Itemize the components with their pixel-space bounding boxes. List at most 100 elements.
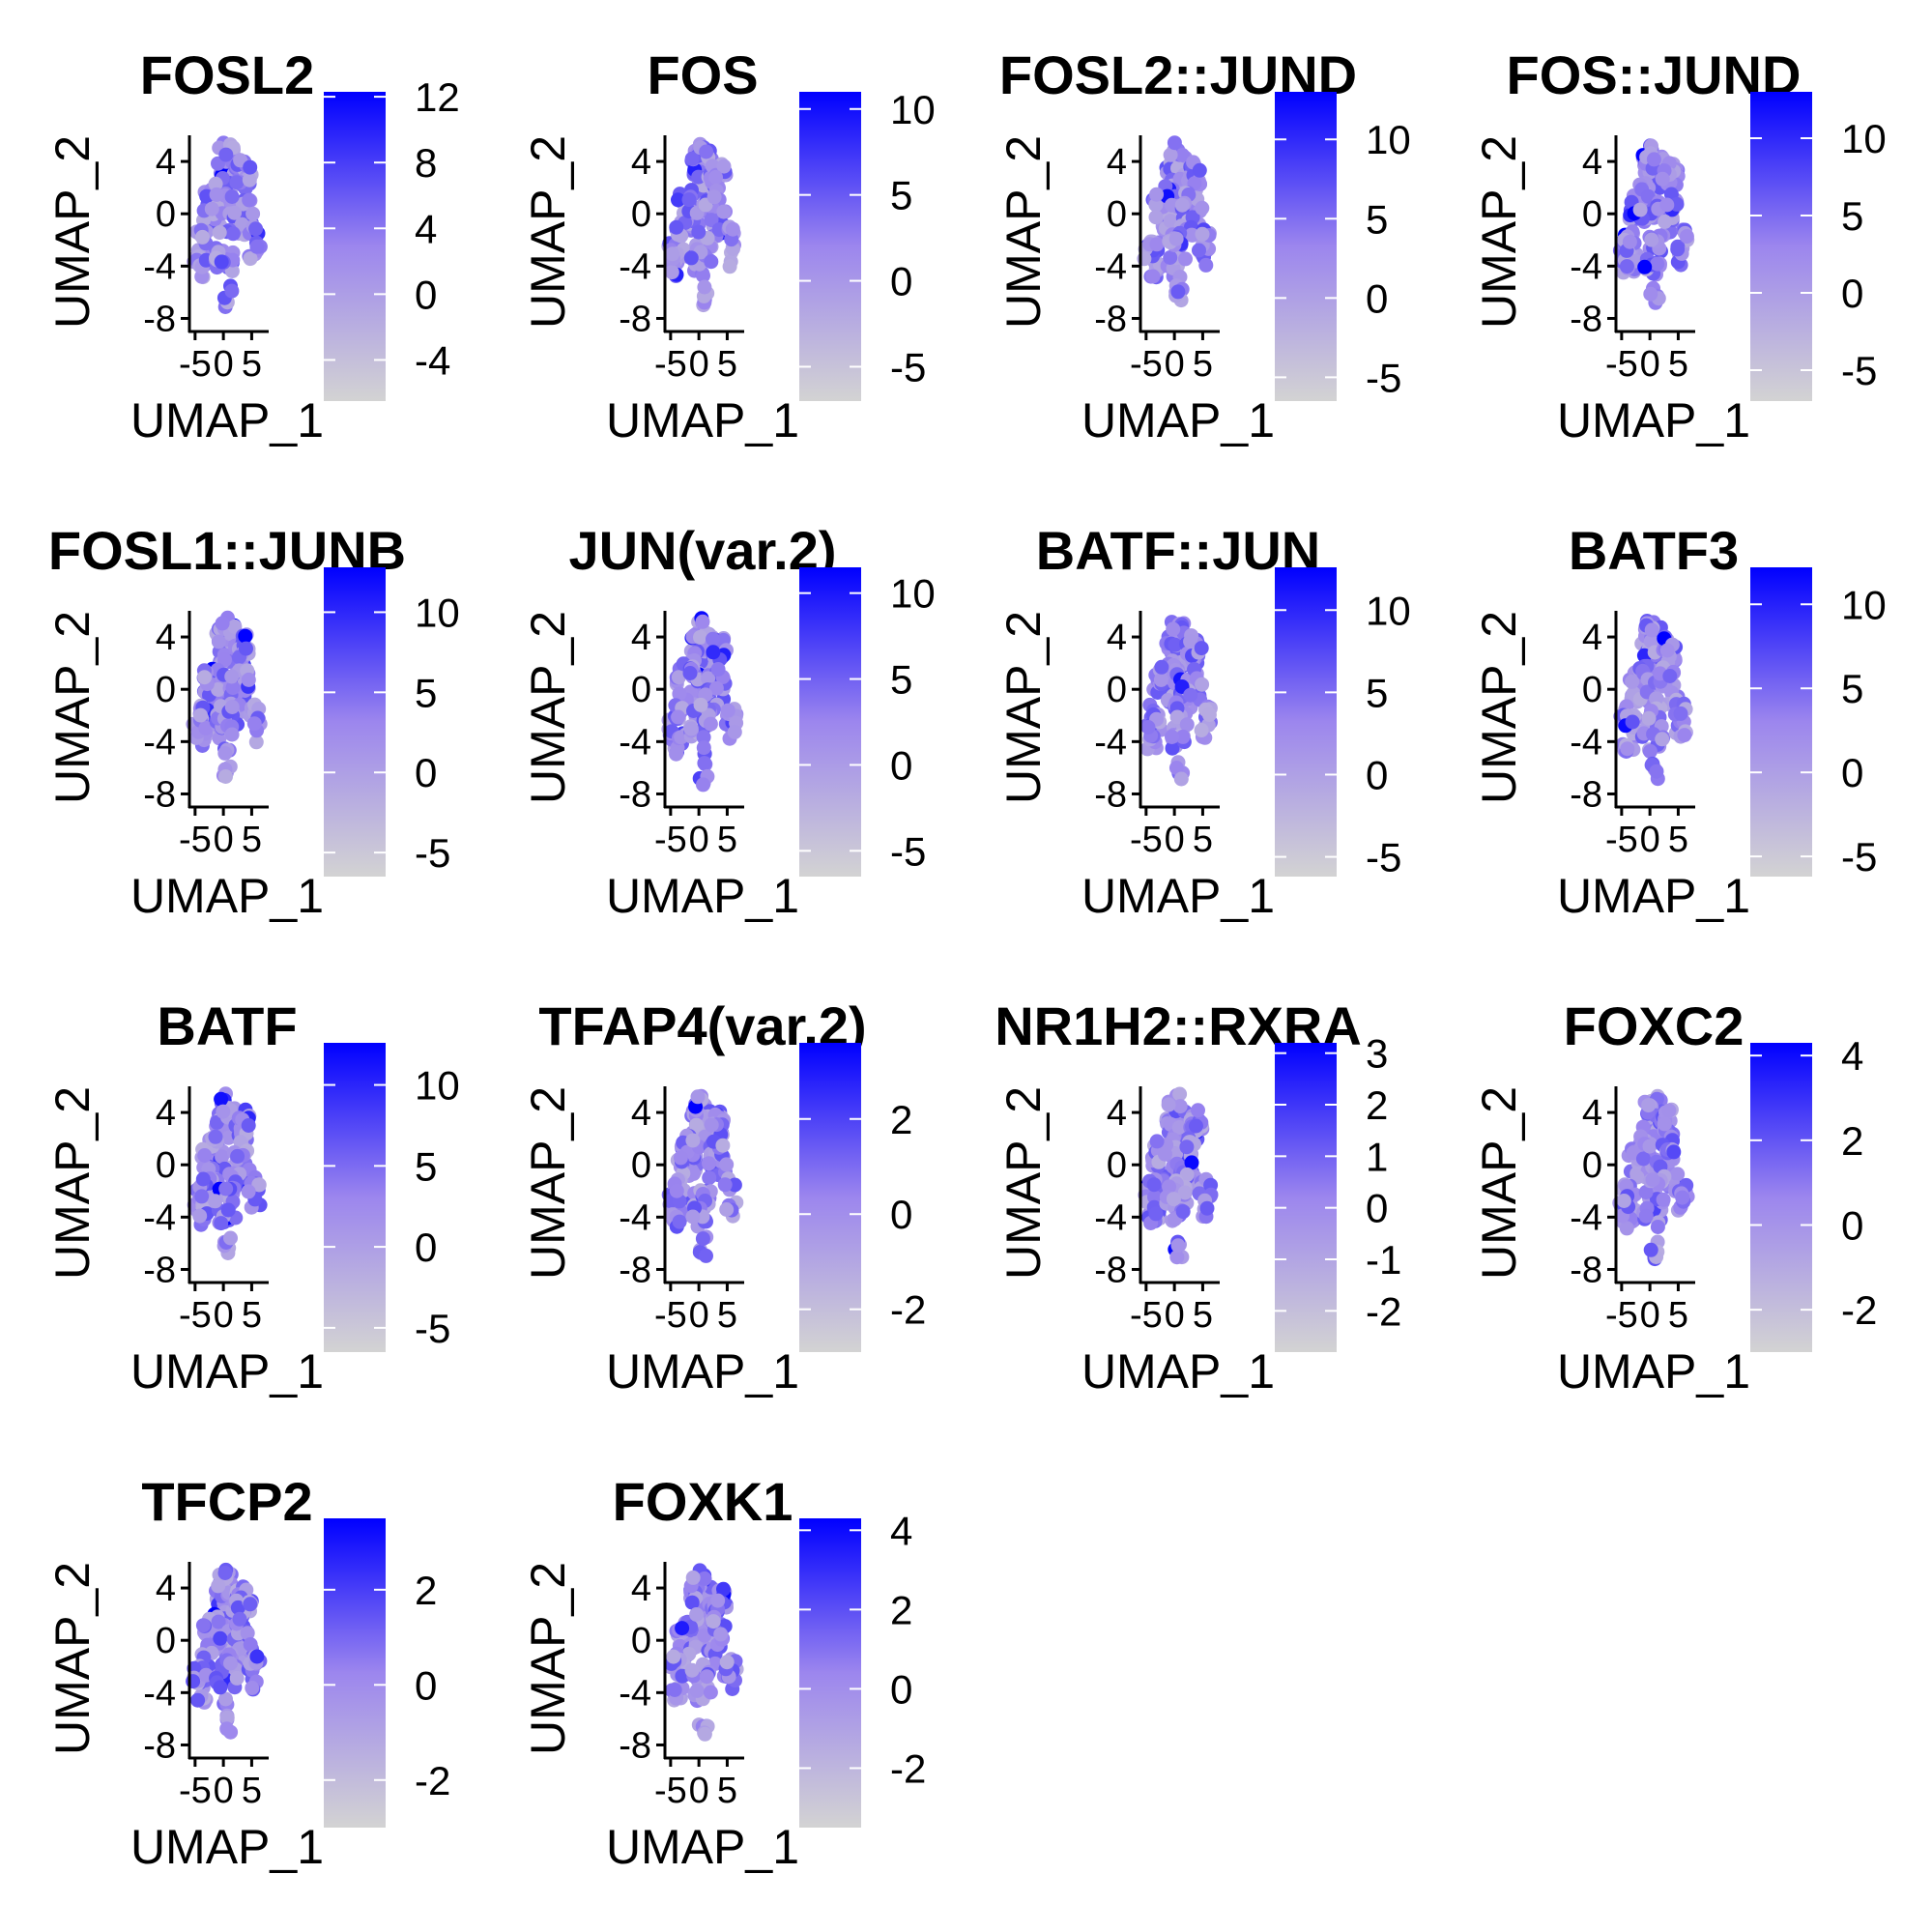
x-tick-label: 5 xyxy=(1193,344,1213,385)
point-cloud xyxy=(187,135,268,314)
panel-title: JUN(var.2) xyxy=(568,520,836,581)
data-point xyxy=(1666,1144,1682,1160)
x-tick-label: 0 xyxy=(1640,1295,1660,1336)
data-point xyxy=(248,221,264,237)
data-point xyxy=(1645,1172,1660,1188)
x-axis-title: UMAP_1 xyxy=(1081,869,1275,923)
legend-tick-label: 10 xyxy=(1366,117,1411,162)
data-point xyxy=(696,740,711,756)
data-point xyxy=(1195,226,1210,242)
x-tick-label: -5 xyxy=(179,344,212,385)
y-tick-label: -8 xyxy=(143,1250,176,1290)
x-tick-label: 0 xyxy=(1640,344,1660,385)
data-point xyxy=(1679,229,1694,245)
point-cloud xyxy=(187,1086,268,1260)
data-point xyxy=(703,1685,718,1700)
data-point xyxy=(190,1692,206,1708)
y-tick-label: -4 xyxy=(1094,1197,1127,1238)
data-point xyxy=(186,1674,201,1689)
color-legend-bar xyxy=(1275,567,1337,877)
data-point xyxy=(1175,729,1191,744)
data-point xyxy=(223,1230,238,1246)
y-tick-label: 0 xyxy=(1582,670,1602,710)
legend-tick-label: 10 xyxy=(1366,588,1411,633)
point-cloud xyxy=(186,1562,268,1740)
data-point xyxy=(697,279,712,295)
data-point xyxy=(1168,231,1184,246)
data-point xyxy=(230,1600,245,1615)
data-point xyxy=(1191,1103,1205,1118)
legend-tick-label: 5 xyxy=(415,1143,437,1189)
color-legend-bar xyxy=(799,1518,861,1828)
data-point xyxy=(1620,741,1635,757)
x-tick-label: 0 xyxy=(689,1295,709,1336)
point-cloud xyxy=(663,1563,744,1742)
legend-tick-label: -2 xyxy=(1841,1287,1877,1333)
legend-tick-label: -2 xyxy=(1366,1288,1401,1334)
data-point xyxy=(702,1170,717,1186)
x-tick-label: 5 xyxy=(1668,344,1688,385)
data-point xyxy=(243,251,258,267)
color-legend-bar xyxy=(1750,567,1812,877)
y-tick-label: 0 xyxy=(631,670,651,710)
data-point xyxy=(1670,1167,1686,1182)
data-point xyxy=(1659,643,1675,658)
data-point xyxy=(1165,730,1179,744)
legend-tick-label: 8 xyxy=(415,140,437,186)
y-tick-label: -8 xyxy=(1570,299,1602,339)
legend-tick-label: 10 xyxy=(890,87,936,132)
legend-tick-label: 3 xyxy=(1366,1031,1388,1077)
data-point xyxy=(727,724,742,739)
y-tick-label: -4 xyxy=(143,1197,176,1238)
x-axis-title: UMAP_1 xyxy=(130,393,324,447)
y-tick-label: -4 xyxy=(619,722,651,763)
legend-tick-label: 10 xyxy=(415,590,460,635)
data-point xyxy=(208,176,223,191)
legend-tick-label: -2 xyxy=(890,1745,926,1791)
data-point xyxy=(219,1721,235,1737)
y-tick-label: -8 xyxy=(1570,1250,1602,1290)
legend-tick-label: 0 xyxy=(1366,752,1388,797)
data-point xyxy=(722,259,737,274)
y-tick-label: 4 xyxy=(156,618,176,658)
data-point xyxy=(243,1597,258,1612)
data-point xyxy=(217,745,233,761)
data-point xyxy=(685,1209,701,1225)
data-point xyxy=(1148,1206,1164,1222)
data-point xyxy=(197,1148,213,1163)
data-point xyxy=(193,707,208,723)
data-point xyxy=(719,1655,735,1670)
data-point xyxy=(249,239,265,254)
x-axis-title: UMAP_1 xyxy=(1081,1344,1275,1399)
legend-tick-label: 10 xyxy=(890,571,936,617)
data-point xyxy=(667,1683,682,1697)
data-point xyxy=(695,1231,710,1247)
data-point xyxy=(710,1593,726,1608)
data-point xyxy=(1670,242,1686,257)
x-tick-label: 5 xyxy=(242,820,262,860)
legend-tick-label: -5 xyxy=(1366,355,1401,400)
data-point xyxy=(682,666,698,680)
x-tick-label: 0 xyxy=(689,344,709,385)
y-axis-title: UMAP_2 xyxy=(45,1562,100,1755)
data-point xyxy=(704,254,719,270)
y-tick-label: 0 xyxy=(1107,670,1127,710)
x-tick-label: -5 xyxy=(179,820,212,860)
x-tick-label: -5 xyxy=(654,344,687,385)
y-tick-label: 4 xyxy=(1107,142,1127,183)
data-point xyxy=(195,1618,211,1633)
data-point xyxy=(1643,634,1658,649)
data-point xyxy=(238,628,253,644)
y-tick-label: -8 xyxy=(619,1250,651,1290)
y-tick-label: -8 xyxy=(143,1725,176,1766)
legend-tick-label: 0 xyxy=(1841,271,1863,316)
data-point xyxy=(245,206,261,221)
data-point xyxy=(195,1171,211,1187)
data-point xyxy=(673,1150,688,1166)
data-point xyxy=(1622,234,1637,249)
data-point xyxy=(1635,1151,1651,1167)
data-point xyxy=(1194,723,1209,737)
data-point xyxy=(710,662,726,677)
data-point xyxy=(1650,256,1665,272)
